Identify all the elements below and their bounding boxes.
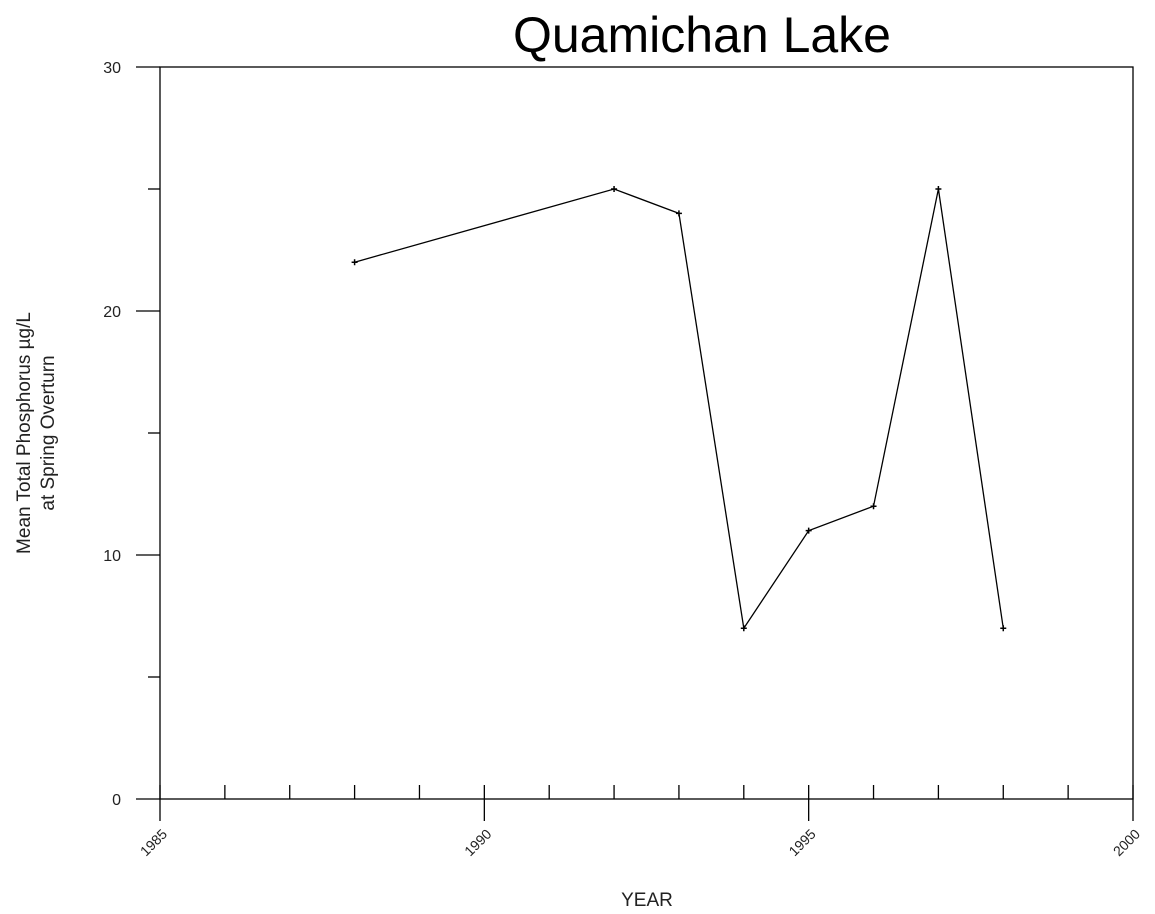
y-axis-label: Mean Total Phosphorus µg/L [14,312,35,554]
x-tick-label: 2000 [1110,826,1143,859]
data-line [354,188,1004,630]
data-point [805,527,812,534]
x-axis-label: YEAR [621,890,673,911]
y-tick-label: 0 [112,792,121,809]
chart-title: Quamichan Lake [513,7,891,63]
data-point [870,503,877,510]
y-tick-label: 10 [103,548,121,565]
data-point [611,186,618,192]
data-point [675,210,682,217]
x-tick-label: 1985 [137,826,170,859]
data-point [740,625,747,632]
x-tick-label: 1995 [785,826,818,859]
data-point [1000,625,1007,632]
x-tick-label: 1990 [461,826,494,859]
y-axis-label: at Spring Overturn [38,355,59,510]
y-tick-label: 30 [103,60,121,77]
data-point [935,186,942,192]
y-tick-label: 20 [103,304,121,321]
data-point [351,259,358,266]
plot-frame [159,66,1134,800]
